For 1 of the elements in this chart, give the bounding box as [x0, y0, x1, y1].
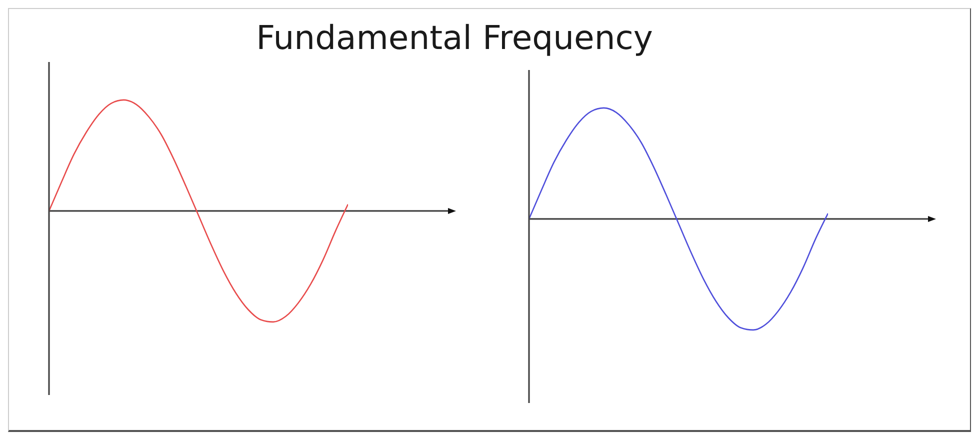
text: Fundamental Frequency: [256, 18, 653, 57]
